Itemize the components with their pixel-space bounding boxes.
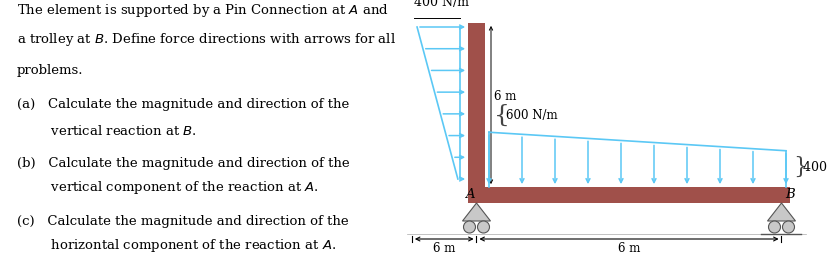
Text: 400 N/m: 400 N/m: [802, 161, 827, 174]
Text: 6 m: 6 m: [617, 242, 639, 255]
Polygon shape: [462, 203, 490, 221]
Text: (b)   Calculate the magnitude and direction of the: (b) Calculate the magnitude and directio…: [17, 157, 349, 170]
Text: vertical reaction at $\mathit{B}$.: vertical reaction at $\mathit{B}$.: [17, 124, 196, 138]
Circle shape: [477, 221, 489, 233]
Text: B: B: [785, 188, 794, 201]
Text: (c)   Calculate the magnitude and direction of the: (c) Calculate the magnitude and directio…: [17, 215, 348, 228]
Text: 400 N/m: 400 N/m: [414, 0, 469, 9]
Text: a trolley at $\mathit{B}$. Define force directions with arrows for all: a trolley at $\mathit{B}$. Define force …: [17, 31, 395, 48]
Text: (a)   Calculate the magnitude and direction of the: (a) Calculate the magnitude and directio…: [17, 98, 348, 111]
Text: A: A: [464, 188, 474, 201]
Text: 6 m: 6 m: [494, 91, 516, 104]
Circle shape: [782, 221, 794, 233]
Circle shape: [767, 221, 780, 233]
Text: 600 N/m: 600 N/m: [505, 108, 557, 121]
Text: {: {: [494, 104, 509, 126]
Bar: [467, 23, 485, 187]
Text: }: }: [792, 156, 806, 178]
Text: 6 m: 6 m: [433, 242, 455, 255]
Text: horizontal component of the reaction at $\mathit{A}$.: horizontal component of the reaction at …: [17, 237, 335, 254]
Bar: [467, 187, 789, 203]
Text: The element is supported by a Pin Connection at $\mathit{A}$ and: The element is supported by a Pin Connec…: [17, 2, 388, 19]
Text: vertical component of the reaction at $\mathit{A}$.: vertical component of the reaction at $\…: [17, 179, 318, 196]
Circle shape: [463, 221, 475, 233]
Text: problems.: problems.: [17, 64, 83, 77]
Polygon shape: [767, 203, 795, 221]
